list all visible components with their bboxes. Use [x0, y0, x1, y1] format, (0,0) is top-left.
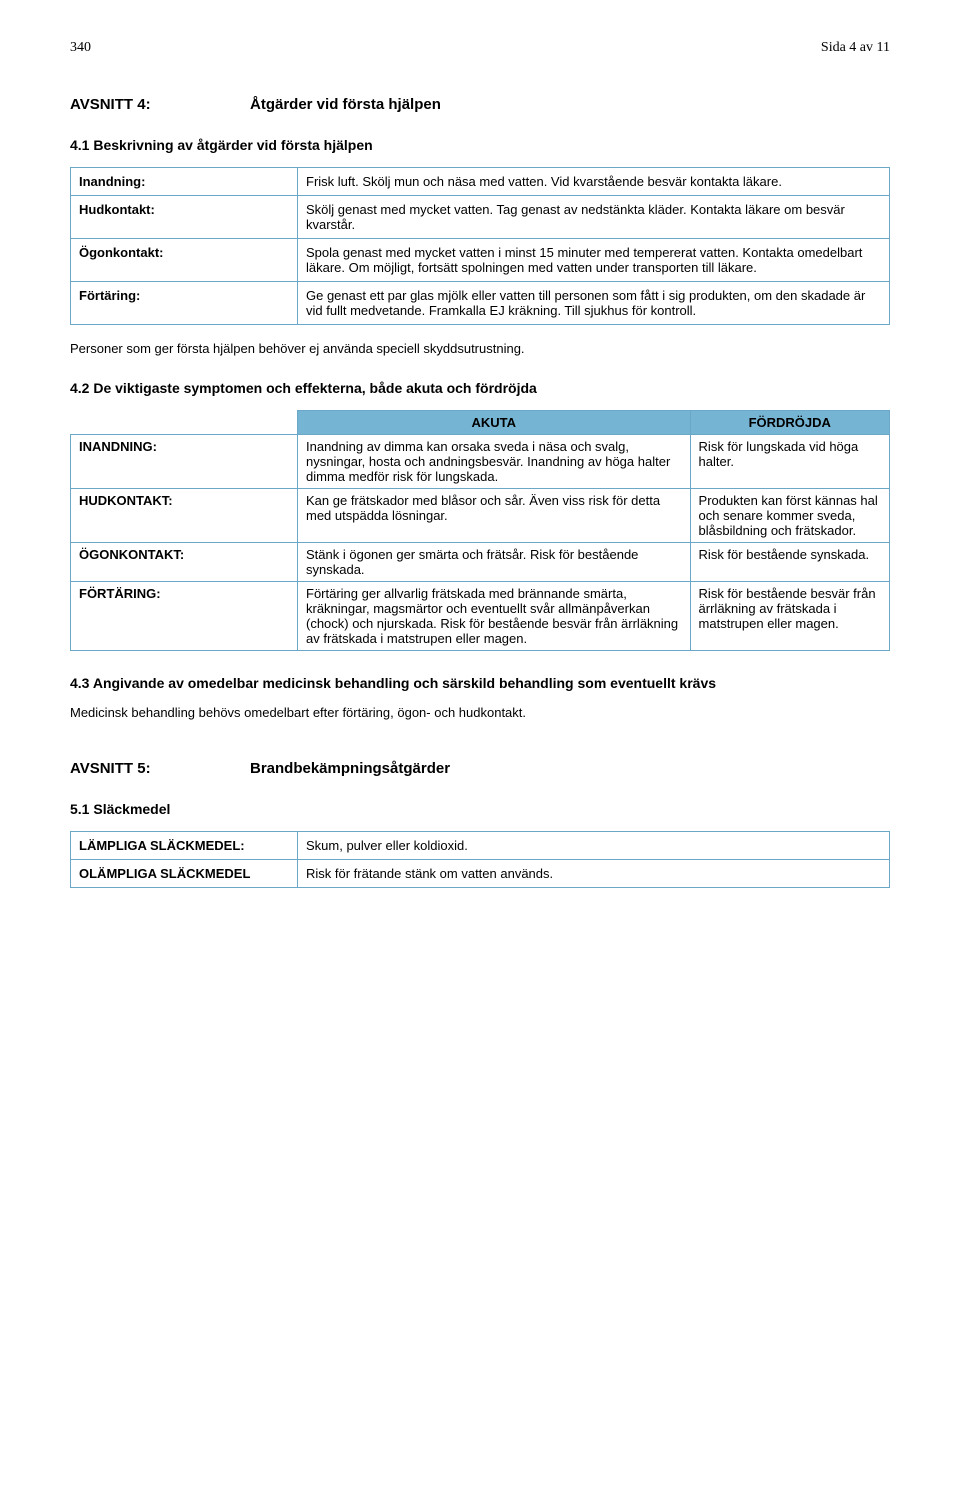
header-left: 340	[70, 40, 91, 56]
symptoms-col-akuta: AKUTA	[298, 411, 691, 435]
hudkontakt-text: Skölj genast med mycket vatten. Tag gena…	[298, 196, 890, 239]
section-4-label: AVSNITT 4:	[70, 96, 250, 113]
sub-4-1: 4.1 Beskrivning av åtgärder vid första h…	[70, 137, 890, 153]
sub-5-1: 5.1 Släckmedel	[70, 801, 890, 817]
olampliga-text: Risk för frätande stänk om vatten använd…	[298, 860, 890, 888]
sym-hudkontakt-ford: Produkten kan först kännas hal och senar…	[690, 489, 889, 543]
section-5-label: AVSNITT 5:	[70, 760, 250, 777]
section-5-heading: AVSNITT 5: Brandbekämpningsåtgärder	[70, 760, 890, 777]
inandning-label: Inandning:	[71, 168, 298, 196]
ogonkontakt-text: Spola genast med mycket vatten i minst 1…	[298, 239, 890, 282]
fortaring-text: Ge genast ett par glas mjölk eller vatte…	[298, 282, 890, 325]
symptoms-col-fordrojda: FÖRDRÖJDA	[690, 411, 889, 435]
section-4-3-note: Medicinsk behandling behövs omedelbart e…	[70, 705, 890, 720]
sub-4-3: 4.3 Angivande av omedelbar medicinsk beh…	[70, 675, 890, 691]
lampliga-label: LÄMPLIGA SLÄCKMEDEL:	[71, 832, 298, 860]
section-4-note: Personer som ger första hjälpen behöver …	[70, 341, 890, 356]
ogonkontakt-label: Ögonkontakt:	[71, 239, 298, 282]
section-4-title: Åtgärder vid första hjälpen	[250, 96, 441, 113]
first-aid-table: Inandning: Frisk luft. Skölj mun och näs…	[70, 167, 890, 325]
sym-fortaring-akuta: Förtäring ger allvarlig frätskada med br…	[298, 582, 691, 651]
inandning-text: Frisk luft. Skölj mun och näsa med vatte…	[298, 168, 890, 196]
lampliga-text: Skum, pulver eller koldioxid.	[298, 832, 890, 860]
header-right: Sida 4 av 11	[821, 40, 890, 56]
page-header: 340 Sida 4 av 11	[70, 40, 890, 56]
sym-ogonkontakt-label: ÖGONKONTAKT:	[71, 543, 298, 582]
hudkontakt-label: Hudkontakt:	[71, 196, 298, 239]
sym-inandning-ford: Risk för lungskada vid höga halter.	[690, 435, 889, 489]
symptoms-table: AKUTA FÖRDRÖJDA INANDNING: Inandning av …	[70, 410, 890, 651]
section-4-heading: AVSNITT 4: Åtgärder vid första hjälpen	[70, 96, 890, 113]
symptoms-empty-header	[71, 411, 298, 435]
sym-inandning-label: INANDNING:	[71, 435, 298, 489]
extinguish-table: LÄMPLIGA SLÄCKMEDEL: Skum, pulver eller …	[70, 831, 890, 888]
sym-ogonkontakt-ford: Risk för bestående synskada.	[690, 543, 889, 582]
sym-fortaring-ford: Risk för bestående besvär från ärrläknin…	[690, 582, 889, 651]
sym-inandning-akuta: Inandning av dimma kan orsaka sveda i nä…	[298, 435, 691, 489]
sym-fortaring-label: FÖRTÄRING:	[71, 582, 298, 651]
sym-ogonkontakt-akuta: Stänk i ögonen ger smärta och frätsår. R…	[298, 543, 691, 582]
sym-hudkontakt-akuta: Kan ge frätskador med blåsor och sår. Äv…	[298, 489, 691, 543]
sub-4-2: 4.2 De viktigaste symptomen och effekter…	[70, 380, 890, 396]
fortaring-label: Förtäring:	[71, 282, 298, 325]
sym-hudkontakt-label: HUDKONTAKT:	[71, 489, 298, 543]
olampliga-label: OLÄMPLIGA SLÄCKMEDEL	[71, 860, 298, 888]
section-5-title: Brandbekämpningsåtgärder	[250, 760, 450, 777]
